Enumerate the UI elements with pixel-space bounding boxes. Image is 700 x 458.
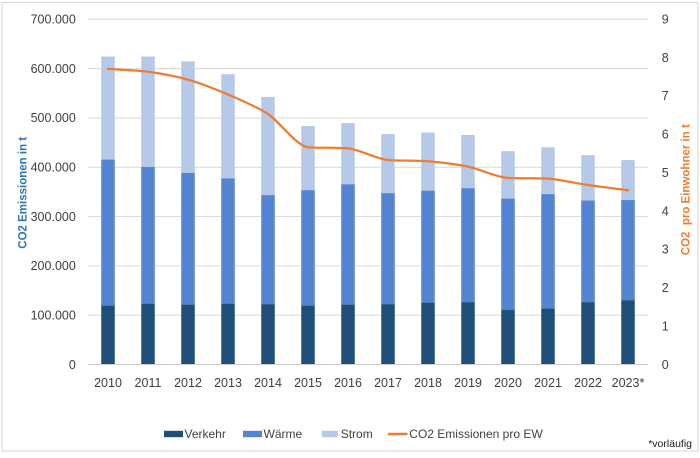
svg-text:6: 6 [662,128,669,142]
svg-text:500.000: 500.000 [31,111,76,125]
svg-text:5: 5 [662,166,669,180]
svg-text:400.000: 400.000 [31,161,76,175]
svg-text:2018: 2018 [414,376,442,390]
svg-text:2016: 2016 [334,376,362,390]
svg-text:Wärme: Wärme [264,427,303,441]
svg-text:0: 0 [69,358,76,372]
svg-text:2013: 2013 [214,376,242,390]
svg-text:700.000: 700.000 [31,13,76,27]
svg-text:2012: 2012 [174,376,202,390]
svg-text:Strom: Strom [341,427,373,441]
svg-text:CO2 pro Einwohner in t: CO2 pro Einwohner in t [681,124,693,255]
svg-text:*vorläufig: *vorläufig [648,438,692,450]
svg-text:2021: 2021 [534,376,562,390]
svg-text:2011: 2011 [135,376,162,390]
svg-text:Verkehr: Verkehr [185,427,226,441]
svg-text:300.000: 300.000 [31,210,76,224]
svg-text:2015: 2015 [294,376,322,390]
svg-text:200.000: 200.000 [31,259,76,273]
svg-text:9: 9 [662,13,669,27]
svg-text:0: 0 [662,358,669,372]
svg-text:2019: 2019 [454,376,482,390]
svg-text:100.000: 100.000 [31,309,76,323]
svg-text:2010: 2010 [94,376,122,390]
svg-text:2022: 2022 [574,376,602,390]
svg-text:3: 3 [662,243,669,257]
svg-text:2020: 2020 [494,376,522,390]
svg-text:2017: 2017 [374,376,402,390]
svg-text:8: 8 [662,51,669,65]
svg-text:600.000: 600.000 [31,62,76,76]
svg-text:2023*: 2023* [612,376,645,390]
svg-text:4: 4 [662,204,669,218]
svg-text:2014: 2014 [254,376,282,390]
svg-text:CO2 Emissionen pro EW: CO2 Emissionen pro EW [409,427,543,441]
svg-text:7: 7 [662,89,669,103]
svg-text:2: 2 [662,281,669,295]
svg-text:1: 1 [662,319,669,333]
svg-text:CO2 Emissionen in t: CO2 Emissionen in t [18,137,30,249]
